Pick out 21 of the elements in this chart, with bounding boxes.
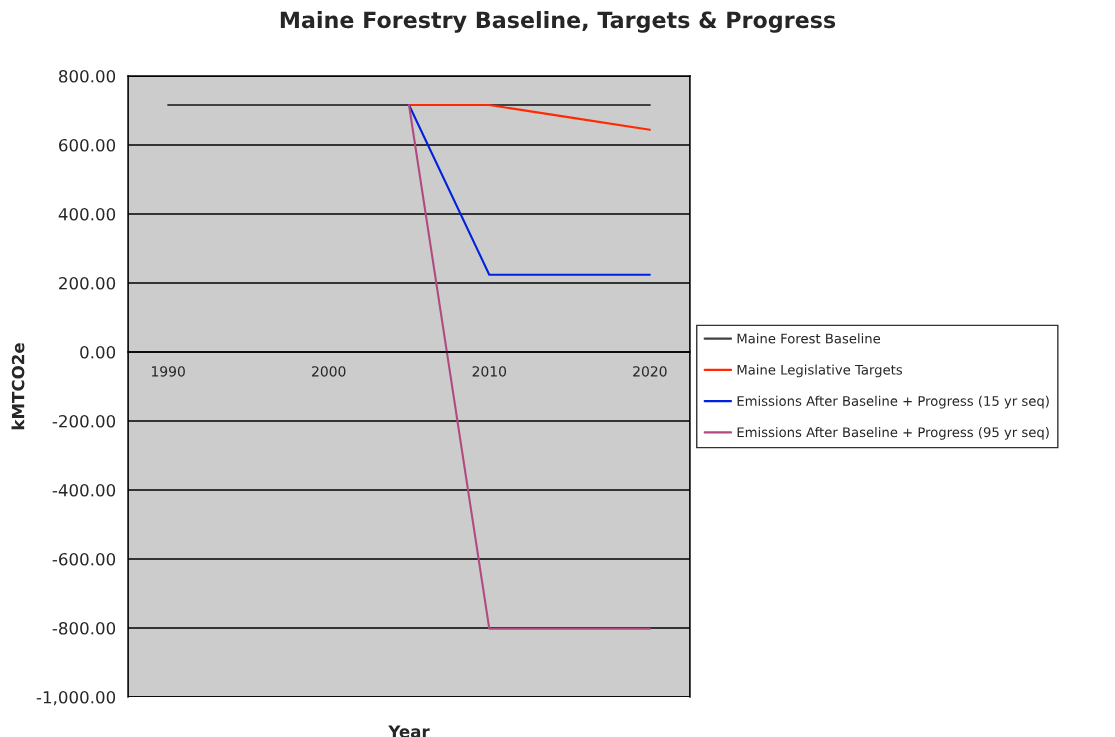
legend-label: Emissions After Baseline + Progress (95 yr seq) [737,426,1049,440]
y-tick-label: -800.00 [52,621,116,635]
legend-label: Maine Legislative Targets [737,364,903,378]
y-axis-title: kMTCO2e [11,343,25,430]
x-tick-label: 2020 [633,366,667,377]
x-axis-title: Year [388,725,430,737]
y-tick-label: 600.00 [59,138,116,152]
x-tick-label: 2010 [472,366,507,377]
y-tick-label: 200.00 [59,276,116,290]
y-tick-label: 800.00 [59,69,116,83]
x-tick-label: 2000 [312,366,346,377]
y-tick-label: -600.00 [52,552,116,566]
y-tick-label: -200.00 [52,414,116,428]
y-tick-label: 0.00 [80,345,116,359]
y-tick-label: 400.00 [58,207,116,221]
legend-label: Emissions After Baseline + Progress (15 yr seq) [737,395,1049,409]
y-tick-label: -400.00 [52,483,116,497]
x-tick-label: 1990 [151,366,185,377]
chart-title: Maine Forestry Baseline, Targets & Progress [280,11,836,33]
legend-label: Maine Forest Baseline [737,333,881,344]
y-tick-label: -1,000.00 [36,690,116,706]
